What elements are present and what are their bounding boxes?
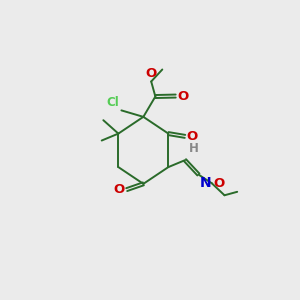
Text: O: O — [213, 177, 225, 190]
Text: H: H — [188, 142, 198, 155]
Text: N: N — [200, 176, 211, 190]
Text: O: O — [145, 67, 156, 80]
Text: O: O — [177, 90, 189, 103]
Text: O: O — [114, 183, 125, 196]
Text: Cl: Cl — [107, 96, 120, 109]
Text: O: O — [187, 130, 198, 143]
